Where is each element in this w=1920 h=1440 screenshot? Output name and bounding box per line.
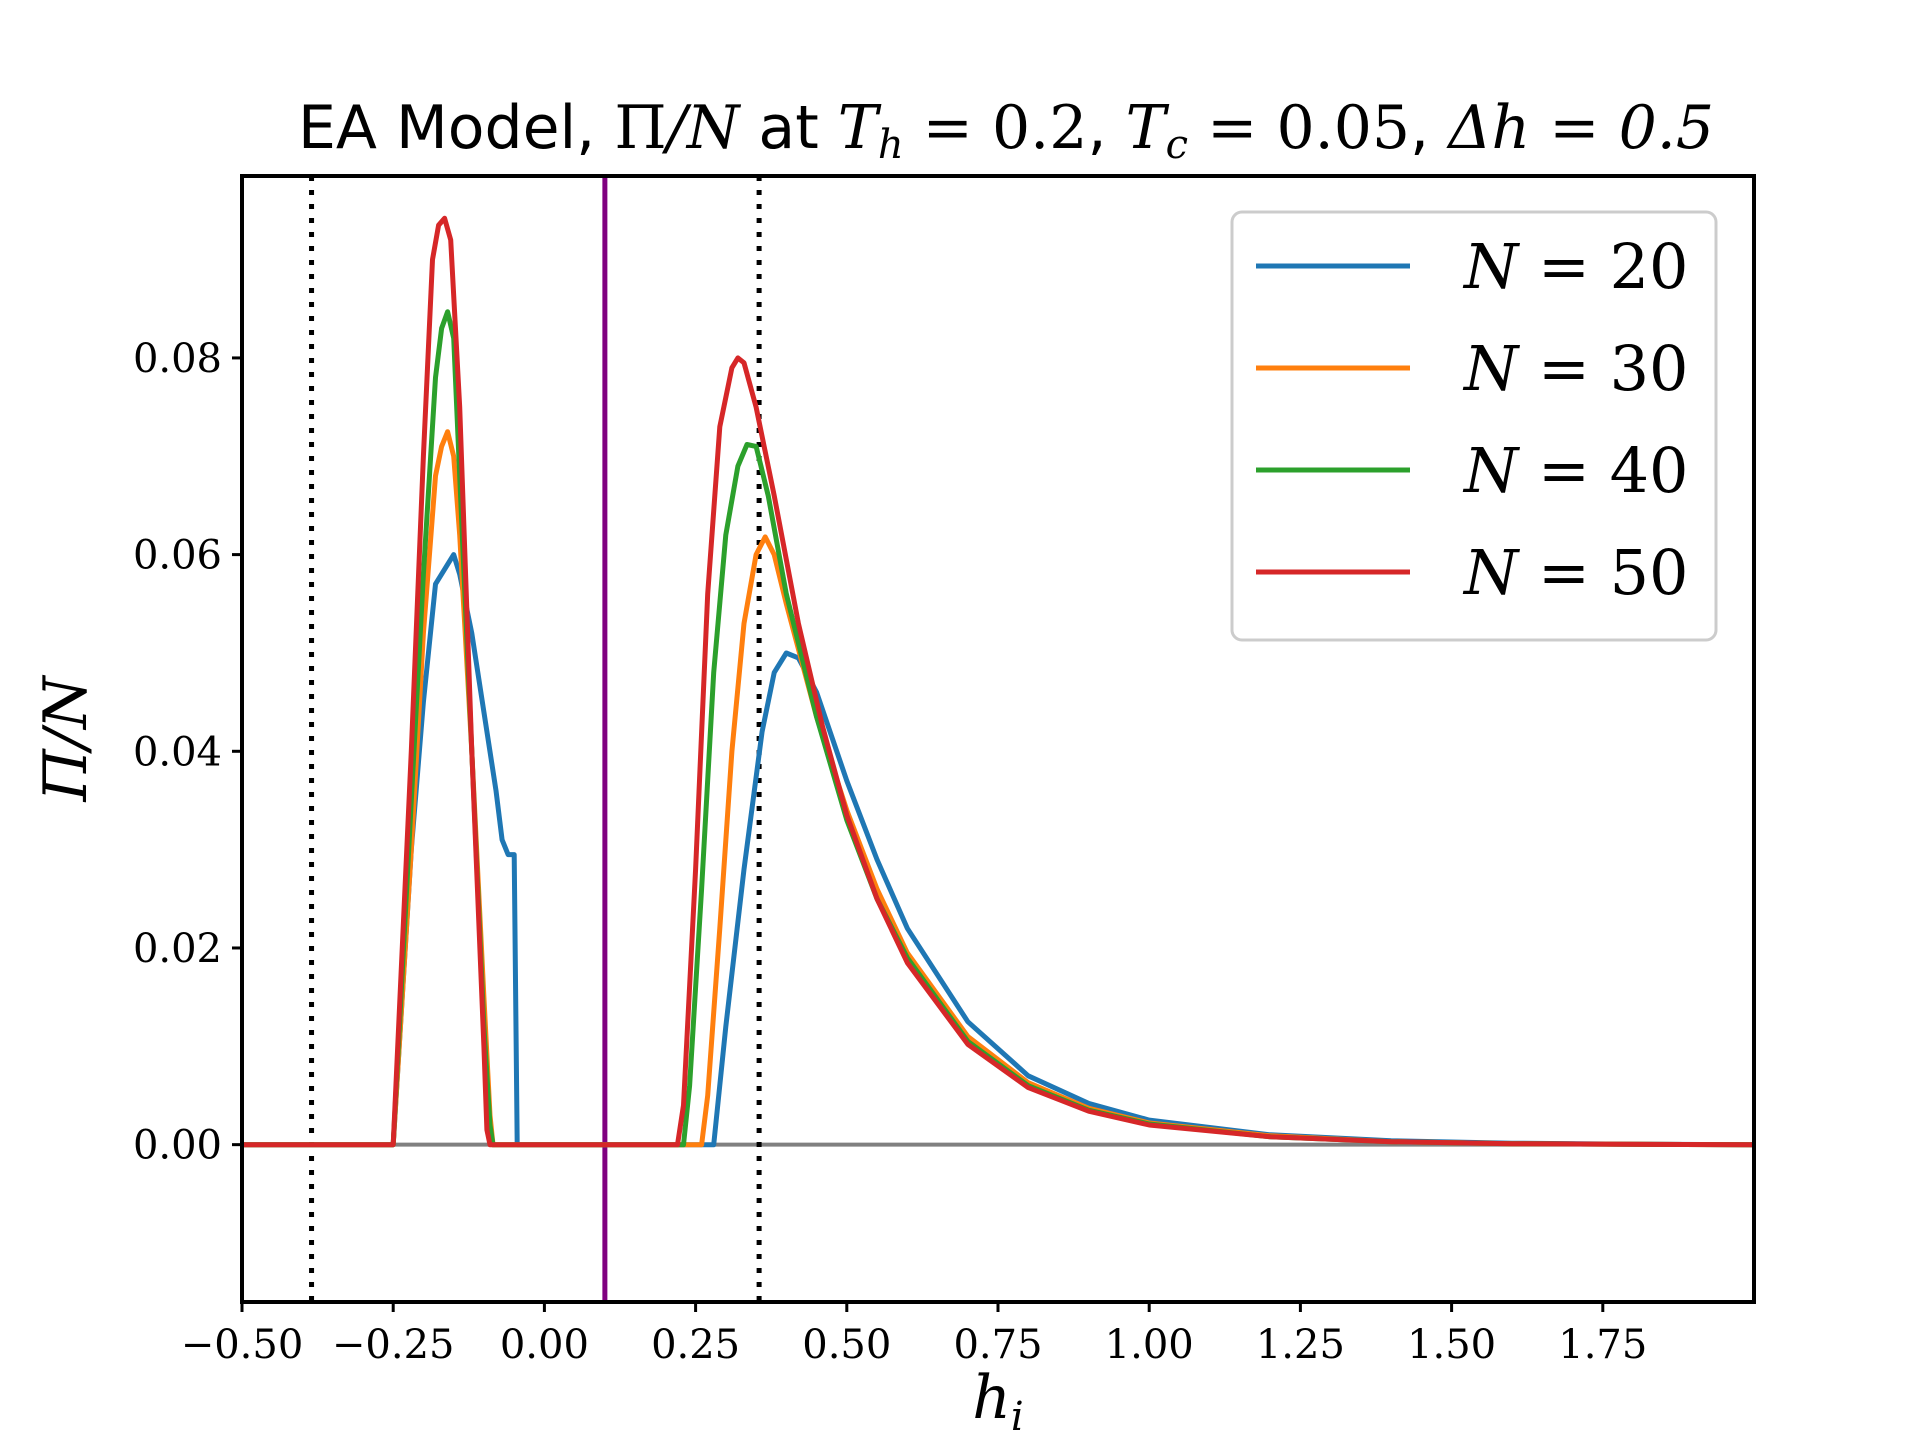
- legend-label-4: N = 50: [1462, 536, 1689, 609]
- x-axis-label-sub: i: [1011, 1394, 1024, 1440]
- chart-title: EA Model, Π/N at Th = 0.2, Tc = 0.05, Δh…: [298, 93, 1714, 168]
- x-tick-label: 0.75: [953, 1322, 1042, 1368]
- legend-label-3: N = 40: [1462, 434, 1689, 507]
- legend-label-2: N = 30: [1462, 332, 1689, 405]
- title-th-sub: h: [878, 122, 904, 168]
- series-line-4: [242, 215, 1754, 1148]
- x-tick-label: 0.50: [802, 1322, 891, 1368]
- x-tick-label: 1.75: [1558, 1322, 1647, 1368]
- x-axis-ticks: −0.50 −0.25 0.00 0.25 0.50 0.75 1.00 1.25 1.50 1.…: [181, 1302, 1647, 1368]
- x-axis-label: hi: [972, 1363, 1023, 1440]
- x-tick-label: −0.50: [181, 1322, 304, 1368]
- title-pi: Π: [614, 93, 666, 163]
- legend: N = 20 N = 30 N = 40 N = 50: [1230, 210, 1718, 642]
- x-tick-label: 0.25: [651, 1322, 740, 1368]
- legend-entries: N = 20 N = 30 N = 40 N = 50: [1256, 230, 1689, 609]
- y-tick-label: 0.04: [133, 729, 222, 775]
- y-tick-label: 0.00: [133, 1123, 222, 1169]
- title-at: at: [739, 93, 837, 163]
- title-th-base: T: [838, 93, 882, 163]
- title-tc-val: = 0.05: [1188, 93, 1410, 163]
- legend-label-1: N = 20: [1462, 230, 1689, 303]
- title-dh: Δh = 0.5: [1446, 93, 1714, 163]
- title-sep2: ,: [1410, 93, 1448, 163]
- title-tc-sub: c: [1166, 122, 1188, 168]
- x-tick-label: −0.25: [332, 1322, 455, 1368]
- plot-frame: [240, 174, 1756, 1304]
- y-tick-label: 0.02: [133, 926, 222, 972]
- y-tick-label: 0.08: [133, 336, 222, 382]
- legend-box: [1230, 210, 1718, 642]
- series-line-1: [242, 552, 1754, 1148]
- title-slash-n: /N: [662, 93, 742, 163]
- x-tick-label: 1.50: [1407, 1322, 1496, 1368]
- title-prefix: EA Model,: [298, 93, 614, 163]
- x-tick-label: 0.00: [500, 1322, 589, 1368]
- y-axis-ticks: 0.00 0.02 0.04 0.06 0.08: [133, 336, 242, 1169]
- x-axis-label-base: h: [972, 1363, 1011, 1433]
- y-axis-label: Π/N: [31, 674, 101, 803]
- title-tc-base: T: [1126, 93, 1170, 163]
- x-tick-label: 1.25: [1256, 1322, 1345, 1368]
- y-tick-label: 0.06: [133, 533, 222, 579]
- title-sep1: ,: [1087, 93, 1125, 163]
- title-th-val: = 0.2: [904, 93, 1088, 163]
- plot-area: [242, 176, 1754, 1302]
- series-lines: [242, 215, 1754, 1148]
- x-tick-label: 1.00: [1105, 1322, 1194, 1368]
